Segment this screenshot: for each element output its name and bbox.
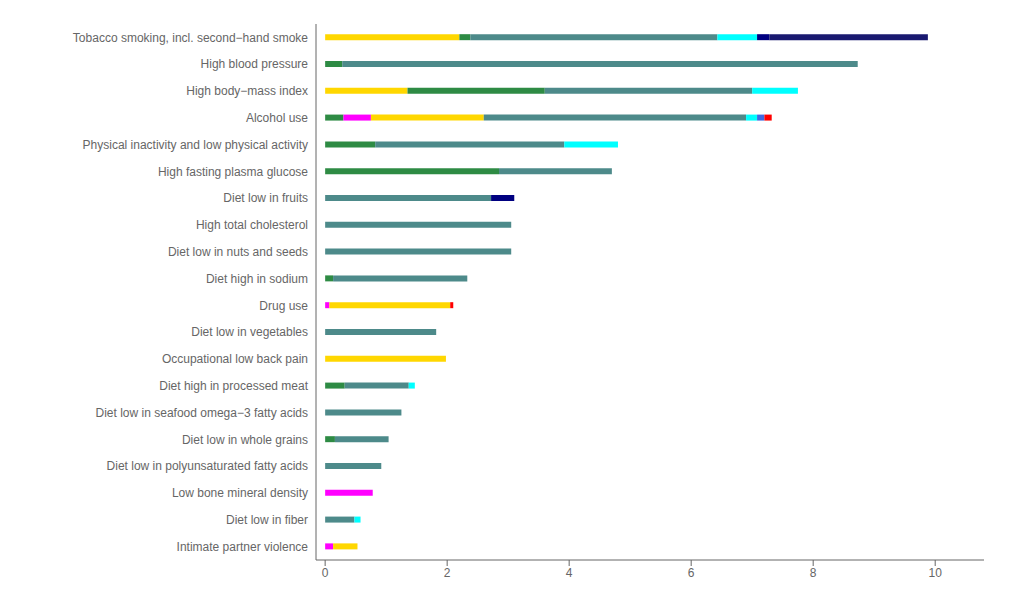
svg-text:High fasting plasma glucose: High fasting plasma glucose [158,165,308,179]
svg-text:8: 8 [810,566,817,580]
svg-text:Diet low in fiber: Diet low in fiber [226,513,308,527]
svg-text:Diet low in polyunsaturated fa: Diet low in polyunsaturated fatty acids [107,459,308,473]
svg-text:Diet high in processed meat: Diet high in processed meat [159,379,308,393]
svg-text:High blood pressure: High blood pressure [201,57,309,71]
svg-text:0: 0 [322,566,329,580]
svg-text:High total cholesterol: High total cholesterol [196,218,308,232]
svg-text:Diet high in sodium: Diet high in sodium [206,272,308,286]
svg-text:Diet low in seafood omega−3 fa: Diet low in seafood omega−3 fatty acids [96,406,308,420]
svg-text:Diet low in whole grains: Diet low in whole grains [182,433,308,447]
svg-text:Diet low in vegetables: Diet low in vegetables [191,325,308,339]
svg-text:Alcohol use: Alcohol use [246,111,308,125]
svg-text:Intimate partner violence: Intimate partner violence [177,540,309,554]
svg-text:Diet low in nuts and seeds: Diet low in nuts and seeds [168,245,308,259]
svg-text:Tobacco smoking, incl. second−: Tobacco smoking, incl. second−hand smoke [73,31,308,45]
svg-text:Drug use: Drug use [259,299,308,313]
svg-text:Diet low in fruits: Diet low in fruits [223,191,308,205]
svg-text:Occupational low back pain: Occupational low back pain [162,352,308,366]
svg-text:High body−mass index: High body−mass index [186,84,308,98]
svg-text:6: 6 [688,566,695,580]
svg-text:Low bone mineral density: Low bone mineral density [172,486,308,500]
svg-text:2: 2 [444,566,451,580]
svg-text:Physical inactivity and low ph: Physical inactivity and low physical act… [83,138,308,152]
svg-text:4: 4 [566,566,573,580]
svg-text:10: 10 [929,566,943,580]
